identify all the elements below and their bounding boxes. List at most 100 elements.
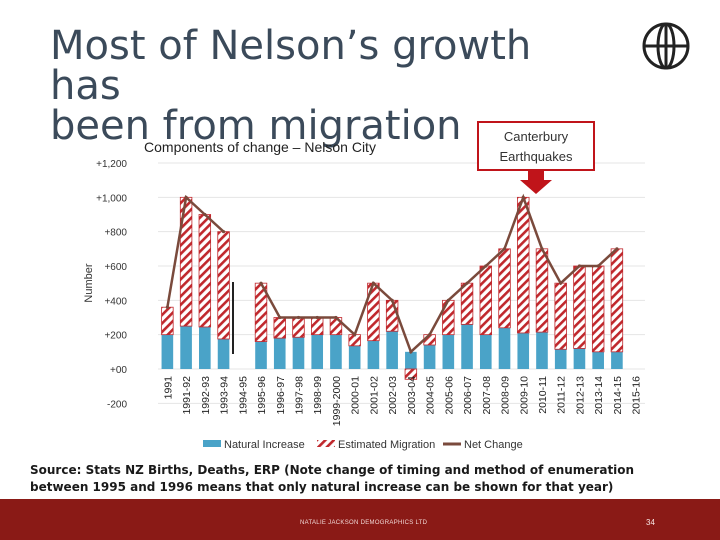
net-change-point [371, 281, 376, 285]
x-tick-label: 2005-06 [443, 376, 455, 415]
x-tick-label: 1992-93 [200, 376, 212, 415]
bar-estimated-migration [554, 282, 567, 350]
x-tick-label: 2013-14 [593, 376, 605, 415]
x-tick-label: 1999-2000 [331, 376, 343, 426]
x-tick-label: 2009-10 [518, 376, 530, 415]
net-change-point [409, 350, 413, 354]
net-change-point [390, 298, 394, 302]
bars [161, 196, 624, 380]
legend-label-estimated-migration: Estimated Migration [338, 439, 435, 451]
y-axis-label: Number [83, 263, 95, 302]
x-tick-label: 1993-94 [219, 376, 231, 415]
bar-natural-increase [311, 334, 324, 369]
source-note: Source: Stats NZ Births, Deaths, ERP (No… [30, 463, 635, 494]
bar-estimated-migration [292, 317, 305, 338]
x-tick-label: 2011-12 [556, 376, 568, 414]
x-tick-label: 2007-08 [481, 376, 493, 415]
x-tick-label: 2001-02 [368, 376, 380, 415]
bar-estimated-migration [591, 265, 605, 353]
x-tick-label: 1991 [162, 376, 174, 400]
y-tick-label: -200 [107, 399, 127, 410]
bar-estimated-migration [498, 248, 511, 329]
net-change-point [278, 315, 282, 320]
bar-estimated-migration [610, 248, 624, 353]
bar-natural-increase [386, 331, 398, 369]
net-change-point [184, 195, 188, 199]
x-tick-label: 2004-05 [425, 376, 437, 415]
bar-estimated-migration [311, 317, 324, 336]
net-change-point [334, 315, 338, 320]
bar-natural-increase [479, 334, 492, 369]
bar-natural-increase [367, 340, 380, 369]
bar-natural-increase [217, 338, 230, 369]
x-tick-label: 2012-13 [574, 376, 586, 415]
legend: Natural Increase Estimated Migration Net… [203, 439, 523, 451]
footer-company: NATALIE JACKSON DEMOGRAPHICS LTD [300, 520, 428, 526]
x-axis-ticks: 1991 1991-92 1992-93 1993-94 1994-95 1995-96 1… [162, 376, 642, 426]
net-change-point [259, 281, 263, 285]
bar-natural-increase [517, 332, 530, 369]
x-tick-label: 2014-15 [612, 376, 624, 415]
bar-estimated-migration [198, 214, 212, 328]
y-axis-ticks: +1,200 +1,000 +800 +600 +400 +200 +00 -200 [96, 159, 127, 410]
bar-natural-increase [161, 334, 174, 369]
bar-estimated-migration [273, 317, 286, 339]
net-change-point [615, 247, 619, 251]
x-tick-label: 2003-04 [406, 376, 418, 415]
x-tick-label: 2010-11 [537, 376, 549, 414]
y-tick-label: +00 [110, 365, 127, 376]
bar-estimated-migration [385, 299, 399, 332]
bar-natural-increase [592, 351, 604, 369]
x-tick-label: 1995-96 [256, 376, 268, 415]
bar-natural-increase [611, 351, 623, 369]
bar-natural-increase [554, 349, 567, 369]
net-change-point [446, 298, 450, 302]
net-change-series-line [259, 193, 618, 354]
y-tick-label: +1,200 [96, 159, 127, 170]
net-change-point [315, 315, 319, 320]
bar-estimated-migration [517, 196, 530, 334]
slide-title: Most of Nelson’s growth has been from mi… [50, 26, 610, 146]
bar-estimated-migration [460, 282, 474, 325]
bar-natural-increase [573, 348, 586, 369]
chart-title: Components of change – Nelson City [144, 139, 376, 155]
net-change-point [165, 305, 169, 309]
bar-natural-increase [405, 351, 417, 369]
net-change-point [540, 247, 544, 251]
bar-natural-increase [461, 324, 473, 369]
net-change-point [502, 247, 507, 251]
bar-natural-increase [180, 326, 192, 369]
footer-bar: NATALIE JACKSON DEMOGRAPHICS LTD 34 [0, 499, 720, 540]
globe-icon [642, 22, 690, 70]
x-tick-label: 2006-07 [462, 376, 474, 415]
x-tick-label: 1997-98 [294, 376, 306, 415]
net-change-point [577, 264, 582, 268]
annotation-canterbury-earthquakes: Canterbury Earthquakes [477, 121, 595, 194]
x-tick-label: 2000-01 [350, 376, 362, 415]
legend-swatch-natural-increase [203, 440, 221, 447]
net-change-point [484, 264, 488, 268]
x-tick-label: 1996-97 [275, 376, 287, 415]
legend-label-natural-increase: Natural Increase [224, 439, 305, 451]
components-of-change-chart: Components of change – Nelson City Numbe… [83, 121, 645, 451]
annotation-line1: Canterbury [504, 129, 569, 144]
net-change-point [596, 264, 600, 268]
y-tick-label: +400 [104, 296, 127, 307]
annotation-line2: Earthquakes [500, 149, 573, 164]
legend-swatch-estimated-migration [317, 440, 335, 447]
y-tick-label: +200 [104, 331, 127, 342]
bar-estimated-migration [161, 306, 174, 336]
bar-natural-increase [255, 341, 267, 369]
net-change-point [465, 281, 469, 285]
net-change-point [521, 195, 525, 199]
x-tick-label: 1998-99 [312, 376, 324, 415]
x-tick-label: 2015-16 [631, 376, 643, 415]
bar-natural-increase [273, 338, 286, 369]
bar-natural-increase [199, 326, 211, 369]
gridlines [158, 162, 645, 404]
bar-natural-increase [330, 334, 342, 369]
bar-natural-increase [498, 327, 511, 369]
net-change-line [165, 193, 619, 354]
bar-natural-increase [348, 345, 361, 369]
net-change-point [221, 230, 226, 234]
